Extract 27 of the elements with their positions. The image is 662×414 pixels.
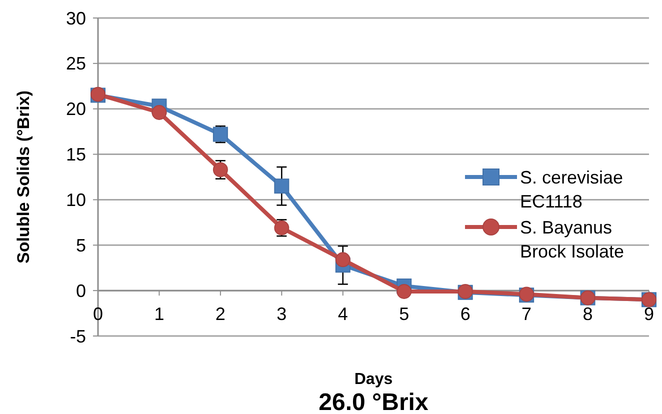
y-tick-label: 15 xyxy=(66,144,86,165)
x-tick-label: 8 xyxy=(582,304,593,324)
x-tick-label: 0 xyxy=(92,304,104,324)
y-axis-title: Soluble Solids (°Brix) xyxy=(14,90,33,264)
x-tick-label: 1 xyxy=(154,304,164,324)
y-tick-label: -5 xyxy=(70,326,86,346)
point xyxy=(335,252,350,268)
legend-label: S. cerevisiae EC1118 xyxy=(520,167,624,212)
y-tick-label: 25 xyxy=(66,54,86,74)
y-tick-label: 20 xyxy=(66,99,86,120)
x-tick-label: 4 xyxy=(338,304,348,324)
text: 26.0 °Brix xyxy=(318,389,429,414)
x-tick-label: 2 xyxy=(215,304,226,324)
x-tick-label: 7 xyxy=(522,304,532,324)
x-tick-label: 6 xyxy=(460,304,470,324)
x-tick-label: 3 xyxy=(276,304,287,324)
legend-label: S. Bayanus Brock Isolate xyxy=(520,217,624,262)
point xyxy=(274,178,290,194)
point xyxy=(396,284,412,299)
x-tick-label: 5 xyxy=(399,304,410,324)
point xyxy=(152,104,167,120)
y-tick-label: 10 xyxy=(66,190,86,210)
x-tick-label: 9 xyxy=(644,304,654,324)
y-tick-label: 5 xyxy=(76,235,86,256)
y-tick-label: 0 xyxy=(76,280,86,301)
y-tick-label: 30 xyxy=(66,8,86,28)
x-axis-title: Days xyxy=(354,371,393,388)
